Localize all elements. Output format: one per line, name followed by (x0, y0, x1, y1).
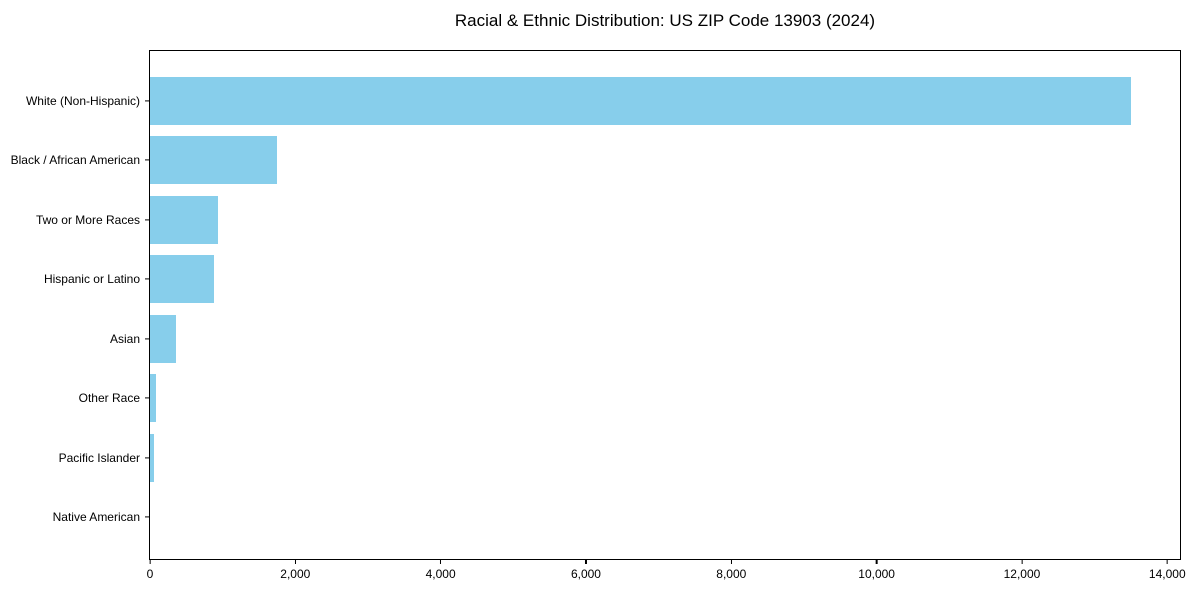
y-tick-mark (145, 516, 150, 518)
x-tick-mark (294, 559, 296, 564)
x-tick-mark (730, 559, 732, 564)
x-tick-label: 4,000 (425, 567, 456, 581)
y-tick-mark (145, 219, 150, 221)
x-tick-label: 10,000 (858, 567, 895, 581)
bar-row: Two or More Races (36, 190, 1180, 250)
bar (150, 136, 278, 185)
y-tick-mark (145, 278, 150, 280)
x-tick-label: 2,000 (280, 567, 311, 581)
bar-row: Native American (53, 488, 1180, 548)
x-tick-label: 14,000 (1148, 567, 1186, 581)
bar (150, 255, 215, 304)
x-tick-mark (149, 559, 151, 564)
x-tick-label: 8,000 (716, 567, 747, 581)
y-tick-label: Other Race (78, 391, 140, 406)
y-tick-mark (145, 457, 150, 459)
chart-title: Racial & Ethnic Distribution: US ZIP Cod… (454, 11, 876, 30)
y-tick-label: Two or More Races (35, 212, 140, 227)
bar (150, 195, 218, 244)
y-tick-label: White (Non-Hispanic) (25, 93, 140, 108)
bar-row: White (Non-Hispanic) (26, 71, 1180, 131)
y-tick-mark (145, 338, 150, 340)
x-tick-label: 6,000 (570, 567, 601, 581)
y-tick-label: Pacific Islander (58, 450, 140, 465)
bar (150, 433, 154, 482)
x-tick-mark (1166, 559, 1168, 564)
x-tick-mark (1021, 559, 1023, 564)
x-tick: 12,000 (1003, 559, 1041, 581)
x-tick-mark (585, 559, 587, 564)
bar (150, 76, 1131, 125)
y-tick-mark (145, 397, 150, 399)
y-tick-label: Native American (52, 510, 140, 525)
x-tick: 2,000 (280, 559, 310, 581)
x-tick: 4,000 (426, 559, 456, 581)
x-tick-mark (440, 559, 442, 564)
bar (150, 374, 157, 423)
x-tick: 8,000 (716, 559, 746, 581)
x-tick-mark (876, 559, 878, 564)
y-tick-mark (145, 159, 150, 161)
bar-rows: White (Non-Hispanic) Black / African Amer… (11, 71, 1180, 548)
y-tick-label: Hispanic or Latino (43, 272, 140, 287)
y-tick-label: Black / African American (10, 153, 140, 168)
x-tick-label: 0 (146, 567, 154, 581)
x-tick: 6,000 (571, 559, 601, 581)
x-tick: 14,000 (1149, 559, 1186, 581)
x-tick: 0 (146, 559, 154, 581)
x-tick: 10,000 (858, 559, 895, 581)
y-tick-label: Asian (109, 331, 140, 346)
bar-row: Black / African American (11, 131, 1180, 191)
y-tick-mark (145, 100, 150, 102)
bar-row: Other Race (79, 369, 1180, 429)
bar-row: Pacific Islander (59, 428, 1180, 488)
bar (150, 314, 176, 363)
bar-row: Hispanic or Latino (44, 250, 1180, 310)
x-tick-label: 12,000 (1003, 567, 1041, 581)
plot-area: White (Non-Hispanic) Black / African Amer… (11, 50, 1186, 581)
bar-row: Asian (110, 309, 1180, 369)
